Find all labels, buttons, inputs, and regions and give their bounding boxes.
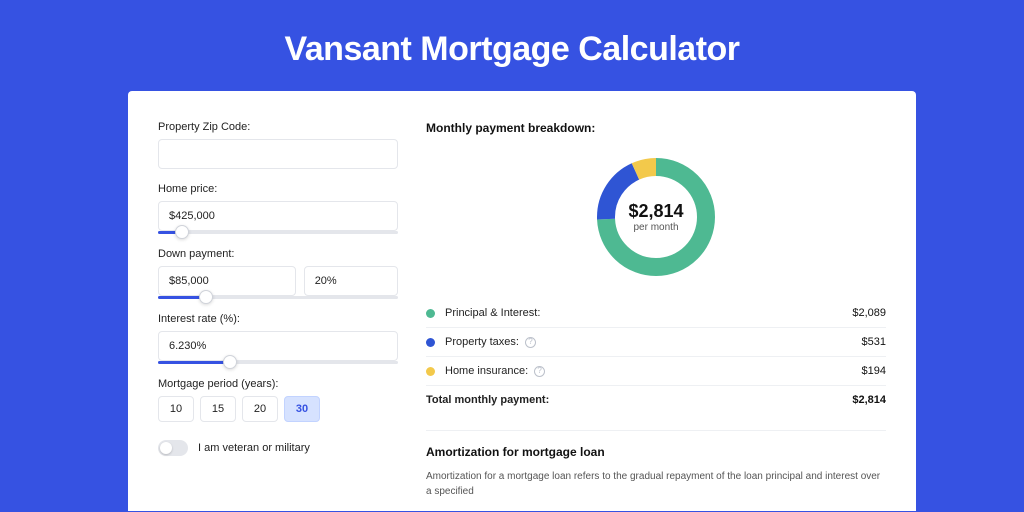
breakdown-legend: Principal & Interest: $2,089 Property taxe… (426, 299, 886, 414)
legend-dot (426, 367, 435, 376)
down-payment-field: Down payment: (158, 248, 398, 299)
donut-chart: $2,814 per month (592, 153, 720, 281)
amortization-section: Amortization for mortgage loan Amortizat… (426, 430, 886, 499)
period-field: Mortgage period (years): 10152030 (158, 378, 398, 422)
period-label: Mortgage period (years): (158, 378, 398, 390)
home-price-field: Home price: (158, 183, 398, 234)
down-payment-label: Down payment: (158, 248, 398, 260)
info-icon[interactable]: ? (534, 366, 545, 377)
period-option-15[interactable]: 15 (200, 396, 236, 422)
legend-dot (426, 309, 435, 318)
legend-label: Home insurance: (445, 365, 528, 377)
breakdown-title: Monthly payment breakdown: (426, 121, 886, 135)
info-icon[interactable]: ? (525, 337, 536, 348)
legend-row-tax: Property taxes:? $531 (426, 328, 886, 357)
veteran-toggle[interactable] (158, 440, 188, 456)
veteran-label: I am veteran or military (198, 442, 310, 454)
legend-row-total: Total monthly payment: $2,814 (426, 386, 886, 414)
home-price-label: Home price: (158, 183, 398, 195)
total-value: $2,814 (852, 394, 886, 406)
zip-input[interactable] (158, 139, 398, 169)
donut-chart-container: $2,814 per month (426, 149, 886, 299)
breakdown-column: Monthly payment breakdown: $2,814 per mo… (426, 121, 886, 511)
interest-rate-field: Interest rate (%): (158, 313, 398, 364)
down-payment-amount-input[interactable] (158, 266, 296, 296)
period-option-20[interactable]: 20 (242, 396, 278, 422)
amortization-body: Amortization for a mortgage loan refers … (426, 469, 886, 499)
donut-sublabel: per month (633, 222, 678, 233)
home-price-input[interactable] (158, 201, 398, 231)
period-option-10[interactable]: 10 (158, 396, 194, 422)
legend-value: $2,089 (852, 307, 886, 319)
period-option-30[interactable]: 30 (284, 396, 320, 422)
legend-value: $531 (862, 336, 886, 348)
page-title: Vansant Mortgage Calculator (0, 0, 1024, 91)
legend-row-pi: Principal & Interest: $2,089 (426, 299, 886, 328)
home-price-slider[interactable] (158, 231, 398, 234)
legend-label: Property taxes: (445, 336, 519, 348)
form-column: Property Zip Code: Home price: Down paym… (158, 121, 398, 511)
veteran-row: I am veteran or military (158, 440, 398, 456)
down-payment-slider[interactable] (158, 296, 398, 299)
interest-rate-slider[interactable] (158, 361, 398, 364)
down-payment-pct-input[interactable] (304, 266, 398, 296)
toggle-knob (160, 442, 172, 454)
legend-label: Principal & Interest: (445, 307, 540, 319)
legend-row-ins: Home insurance:? $194 (426, 357, 886, 386)
legend-dot (426, 338, 435, 347)
donut-value: $2,814 (628, 201, 683, 222)
total-label: Total monthly payment: (426, 394, 549, 406)
interest-rate-label: Interest rate (%): (158, 313, 398, 325)
zip-field: Property Zip Code: (158, 121, 398, 169)
amortization-title: Amortization for mortgage loan (426, 445, 886, 459)
calculator-card: Property Zip Code: Home price: Down paym… (128, 91, 916, 511)
legend-value: $194 (862, 365, 886, 377)
interest-rate-input[interactable] (158, 331, 398, 361)
zip-label: Property Zip Code: (158, 121, 398, 133)
